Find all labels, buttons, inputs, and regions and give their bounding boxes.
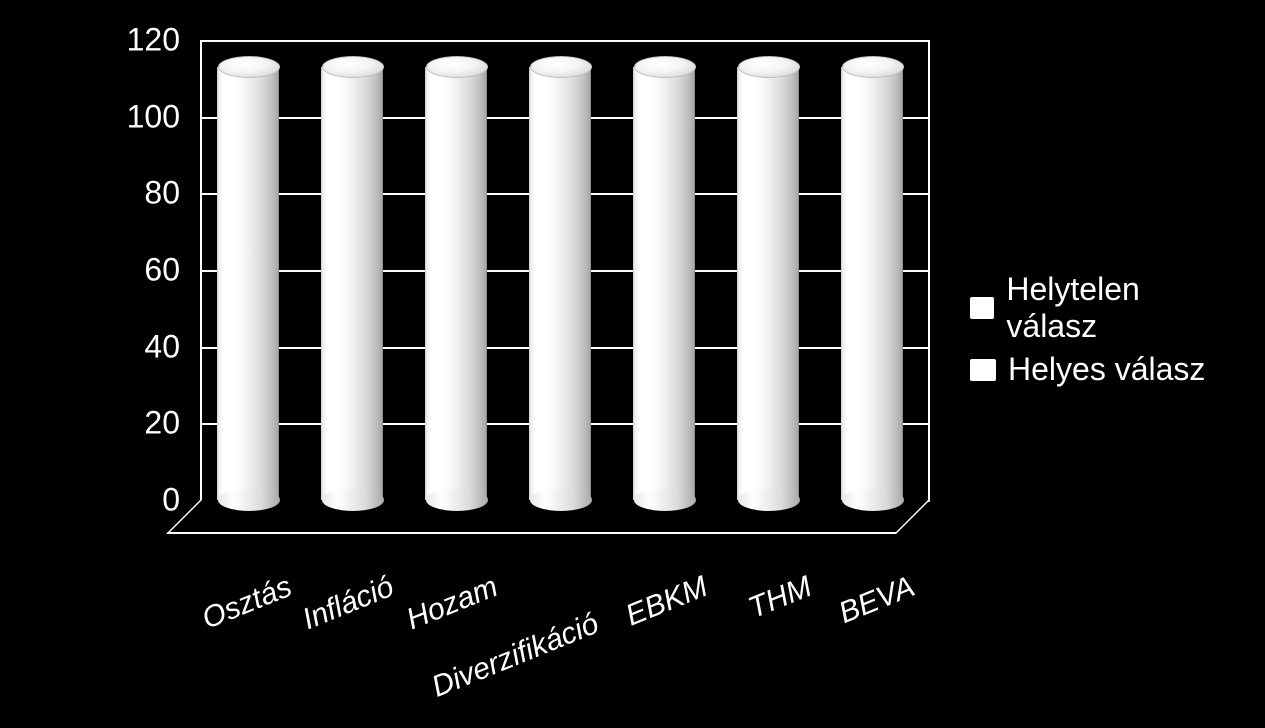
legend-label: Helytelen válasz — [1006, 271, 1225, 345]
gridline — [200, 40, 930, 42]
legend-swatch — [970, 297, 994, 319]
y-tick-label: 80 — [40, 175, 180, 212]
x-axis: Osztás Infláció Hozam Diverzifikáció EBK… — [200, 540, 970, 700]
plot-area — [200, 40, 930, 500]
legend: Helytelen válasz Helyes válasz — [970, 265, 1225, 394]
chart-container: 120 100 80 60 40 20 0 — [40, 30, 1225, 690]
y-tick-label: 40 — [40, 329, 180, 366]
legend-item: Helytelen válasz — [970, 271, 1225, 345]
legend-swatch — [970, 359, 996, 381]
y-tick-label: 0 — [40, 482, 180, 519]
y-tick-label: 100 — [40, 99, 180, 136]
legend-label: Helyes válasz — [1008, 351, 1205, 388]
bar-cap — [218, 56, 280, 78]
y-axis: 120 100 80 60 40 20 0 — [40, 30, 180, 500]
bar-base — [218, 489, 280, 511]
y-tick-label: 20 — [40, 405, 180, 442]
legend-item: Helyes válasz — [970, 351, 1225, 388]
y-tick-label: 60 — [40, 252, 180, 289]
y-tick-label: 120 — [40, 22, 180, 59]
